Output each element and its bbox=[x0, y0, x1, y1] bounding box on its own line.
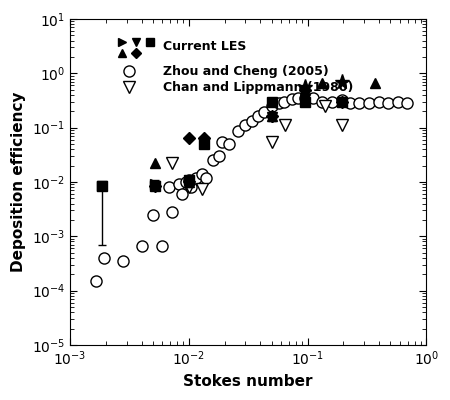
X-axis label: Stokes number: Stokes number bbox=[184, 374, 313, 389]
Text: Chan and Lippmann (1980): Chan and Lippmann (1980) bbox=[162, 81, 353, 94]
Text: Zhou and Cheng (2005): Zhou and Cheng (2005) bbox=[162, 64, 328, 78]
Y-axis label: Deposition efficiency: Deposition efficiency bbox=[11, 92, 26, 272]
Text: Current LES: Current LES bbox=[162, 40, 246, 53]
